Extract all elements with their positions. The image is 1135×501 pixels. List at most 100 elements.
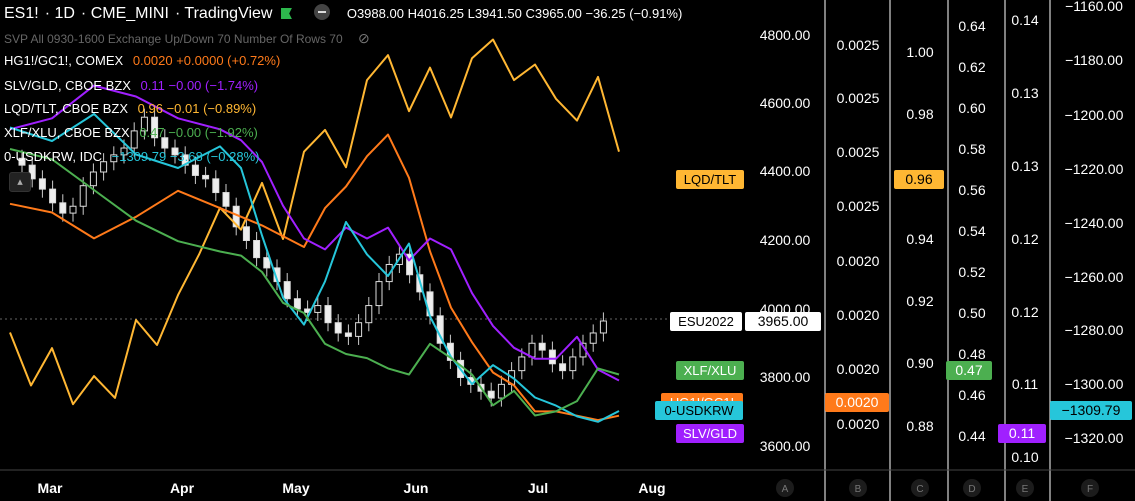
price-tag-label: XLF/XLU [684,363,737,378]
candle-body [212,178,220,194]
axis-tick-label: 0.90 [906,355,933,371]
svp-label: SVP All 0930-1600 Exchange Up/Down 70 Nu… [4,32,343,46]
axis-tick-label: 0.0025 [837,198,880,214]
axis-letter: C [916,484,923,495]
candle-body [365,305,373,324]
axis-tick-label: 0.64 [958,18,985,34]
axis-tick-label: 0.0025 [837,144,880,160]
price-tag-label-bg [676,424,744,443]
axis-tick-label: 4600.00 [760,95,811,111]
candle-body [538,342,546,351]
axis-tick-label: 0.0020 [837,253,880,269]
axis-letter: A [782,484,789,495]
price-tag-label-bg [676,361,744,380]
legend-item-lqd[interactable]: LQD/TLT, CBOE BZX 0.96 −0.01 (−0.89%) [4,101,257,116]
series-line-xlf-xlu [9,148,620,417]
candle-body [518,356,526,372]
time-tick-label: Jun [404,480,429,496]
axis-tick-label: 4400.00 [760,163,811,179]
candle-body [89,171,97,187]
svp-indicator-row[interactable]: SVP All 0930-1600 Exchange Up/Down 70 Nu… [4,30,370,47]
minus-icon[interactable] [314,4,331,20]
axis-tick-label: 0.10 [1011,449,1038,465]
candle-body [355,322,363,337]
axis-tick-label: −1160.00 [1065,0,1123,14]
axis-tick-label: 0.46 [958,387,985,403]
candle-body [589,332,597,344]
time-tick-label: Jul [528,480,548,496]
legend-item-usdkrw[interactable]: 0-USDKRW, IDC −1309.79 −3.68 (−0.28%) [4,149,260,164]
axis-tick-label: −1180.00 [1065,52,1123,68]
interval-label[interactable]: 1D [54,5,75,22]
price-tag-value: 0.11 [1009,425,1035,441]
legend-item-xlf[interactable]: XLF/XLU, CBOE BZX 0.47 −0.00 (−1.92%) [4,125,258,140]
axis-tick-label: 0.12 [1011,304,1038,320]
collapse-legend-icon[interactable]: ▴ [9,172,31,192]
candle-body [191,164,199,176]
axis-tick-label: 0.44 [958,428,985,444]
price-tag-value: −1309.79 [1062,402,1121,418]
axis-tick-label: 1.00 [906,44,933,60]
axis-tick-label: 0.0020 [837,361,880,377]
time-tick-label: Mar [38,480,63,496]
candle-body [49,188,57,204]
axis-letter-badge [911,479,929,497]
axis-tick-label: −1240.00 [1065,215,1124,231]
axis-letter-badge [776,479,794,497]
flag-icon[interactable] [280,8,292,19]
axis-tick-label: 0.52 [958,264,985,280]
candle-body [253,240,261,259]
candle-body [569,356,577,372]
candle-body [528,342,536,358]
eye-hidden-icon[interactable]: ⊘ [357,30,370,46]
brand-label: TradingView [184,5,273,22]
axis-tick-label: −1260.00 [1065,269,1124,285]
candle-body [110,154,118,163]
candle-body [334,322,342,334]
axis-tick-label: 3600.00 [760,438,811,454]
time-tick-label: Apr [170,480,195,496]
candle-body [599,320,607,334]
axis-tick-label: 0.58 [958,141,985,157]
legend-item-slv[interactable]: SLV/GLD, CBOE BZX 0.11 −0.00 (−1.74%) [4,78,259,93]
candle-body [161,137,169,149]
candle-body [314,305,322,313]
symbol-label[interactable]: ES1! [4,5,39,22]
axis-tick-label: 3800.00 [760,369,811,385]
candle-body [548,349,556,365]
candle-body [28,164,36,180]
candle-body [151,116,159,139]
price-tag-value: 0.47 [955,362,982,378]
candle-body [140,116,148,132]
axis-tick-label: −1300.00 [1065,376,1124,392]
axis-tick-label: 0.14 [1011,12,1038,28]
symbol-title-row[interactable]: ES1! · 1D · CME_MINI · TradingView O3988.00… [4,4,683,22]
series-line-hg1-gc1- [9,133,620,422]
candle-body [293,298,301,310]
legend-item-hg[interactable]: HG1!/GC1!, COMEX 0.0020 +0.0000 (+0.72%) [4,53,281,68]
axis-tick-label: 0.0025 [837,37,880,53]
price-tag-value-bg [1050,401,1132,420]
axis-letter: D [968,484,975,495]
price-tag-label: LQD/TLT [684,172,737,187]
candle-body [130,130,138,149]
price-tag-value-bg [825,393,889,412]
exchange-label: CME_MINI [90,5,169,22]
candle-body [171,147,179,156]
axis-letter: B [855,484,862,495]
candle-body [79,185,87,207]
axis-tick-label: 0.56 [958,182,985,198]
candle-body [406,253,414,276]
price-tag-value: 3965.00 [758,313,809,329]
axis-tick-label: 4200.00 [760,232,811,248]
axis-tick-label: 0.54 [958,223,985,239]
axis-tick-label: 0.98 [906,106,933,122]
axis-letter: F [1087,484,1093,495]
candle-body [38,178,46,190]
axis-tick-label: 0.62 [958,59,985,75]
candle-body [263,257,271,269]
time-tick-label: Aug [638,480,665,496]
series-line-slv-gld [9,84,620,382]
axis-letter-badge [1081,479,1099,497]
